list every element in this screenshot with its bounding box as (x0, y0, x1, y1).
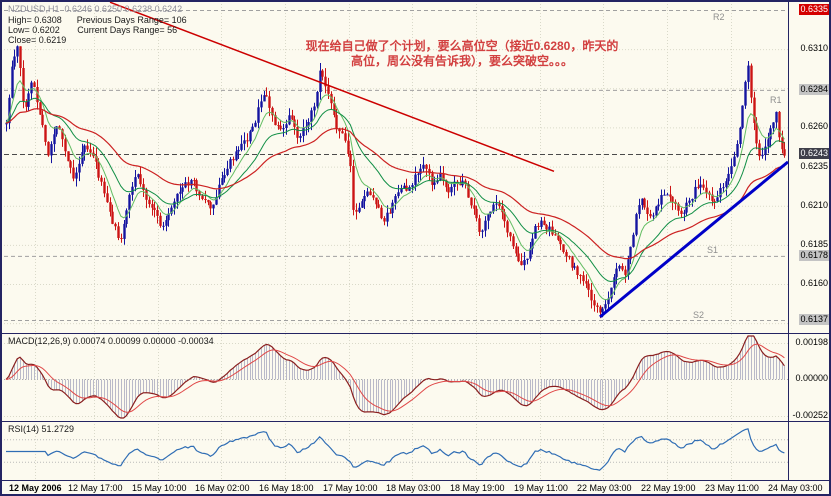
pivot-label-s2: S2 (693, 310, 705, 320)
symbol-ohlc-readout: NZDUSD,H1 0.6246 0.6250 0.6238 0.6242 (8, 4, 183, 14)
ma-mid-line (5, 97, 785, 283)
macd-main-line (5, 335, 785, 419)
price-scale-label: 0.6210 (800, 200, 828, 210)
price-scale-label-pivot: 0.6137 (799, 314, 829, 325)
time-axis-label: 16 May 02:00 (195, 483, 250, 493)
time-axis-label: 17 May 10:00 (323, 483, 378, 493)
time-axis-label: 18 May 03:00 (386, 483, 441, 493)
time-axis-label: 16 May 18:00 (259, 483, 314, 493)
time-axis-label: 22 May 19:00 (641, 483, 696, 493)
macd-histogram (9, 336, 785, 418)
price-scale-label: 0.6235 (800, 161, 828, 171)
time-axis-label: 23 May 11:00 (705, 483, 759, 493)
time-axis-label: 15 May 10:00 (132, 483, 187, 493)
indicator-scale-label: 0.00198 (795, 337, 828, 347)
indicator-scale-label: -0.00252 (792, 410, 828, 420)
time-axis-label: 18 May 19:00 (450, 483, 505, 493)
price-scale-label-top: 0.6335 (799, 4, 829, 15)
time-axis-label: 19 May 11:00 (514, 483, 568, 493)
time-axis-label: 12 May 2006 (9, 483, 62, 493)
price-scale-label-current: 0.6243 (799, 148, 829, 159)
annotation-line-1: 现在给自己做了个计划，要么高位空（接近0.6280，昨天的 (305, 39, 619, 53)
ascending-support-trendline (599, 160, 789, 319)
pivot-label-r2: R2 (713, 12, 725, 22)
price-scale-label: 0.6310 (800, 43, 828, 53)
trader-annotation: 现在给自己做了个计划，要么高位空（接近0.6280，昨天的 高位，周公没有告诉我… (290, 39, 634, 69)
session-close-line: Close= 0.6219 (8, 35, 67, 45)
price-scale[interactable]: 0.6335 0.6310 0.6284 0.6260 0.6243 0.6235 0.62… (789, 2, 829, 480)
price-scale-label: 0.6160 (800, 278, 828, 288)
rsi-indicator-label: RSI(14) 51.2729 (8, 424, 75, 434)
price-scale-label: 0.6260 (800, 121, 828, 131)
ma-slow-line (5, 108, 785, 260)
time-axis[interactable]: 12 May 2006 12 May 17:00 15 May 10:00 16 Ma… (2, 483, 829, 494)
pivot-label-r1: R1 (770, 95, 782, 105)
session-low-line: Low= 0.6202 Current Days Range= 56 (8, 25, 178, 35)
rsi-line (6, 428, 785, 471)
time-axis-label: 12 May 17:00 (68, 483, 123, 493)
macd-signal-line (5, 343, 785, 413)
price-scale-label-pivot: 0.6284 (799, 84, 829, 95)
session-high-line: High= 0.6308 Previous Days Range= 106 (8, 15, 187, 25)
indicator-scale-label: 0.00000 (795, 373, 828, 383)
annotation-line-2: 高位，周公没有告诉我），要么突破空。。。 (350, 54, 573, 68)
pivot-label-s1: S1 (707, 245, 719, 255)
time-axis-label: 22 May 03:00 (577, 483, 632, 493)
price-scale-label-pivot: 0.6178 (799, 250, 829, 261)
descending-resistance-trendline (109, 2, 555, 173)
ma-fast-line (5, 79, 785, 301)
time-axis-label: 24 May 03:00 (768, 483, 823, 493)
price-scale-label: 0.6185 (800, 239, 828, 249)
candles (5, 45, 786, 319)
macd-indicator-label: MACD(12,26,9) 0.00074 0.00099 0.00000 -0… (8, 336, 214, 346)
